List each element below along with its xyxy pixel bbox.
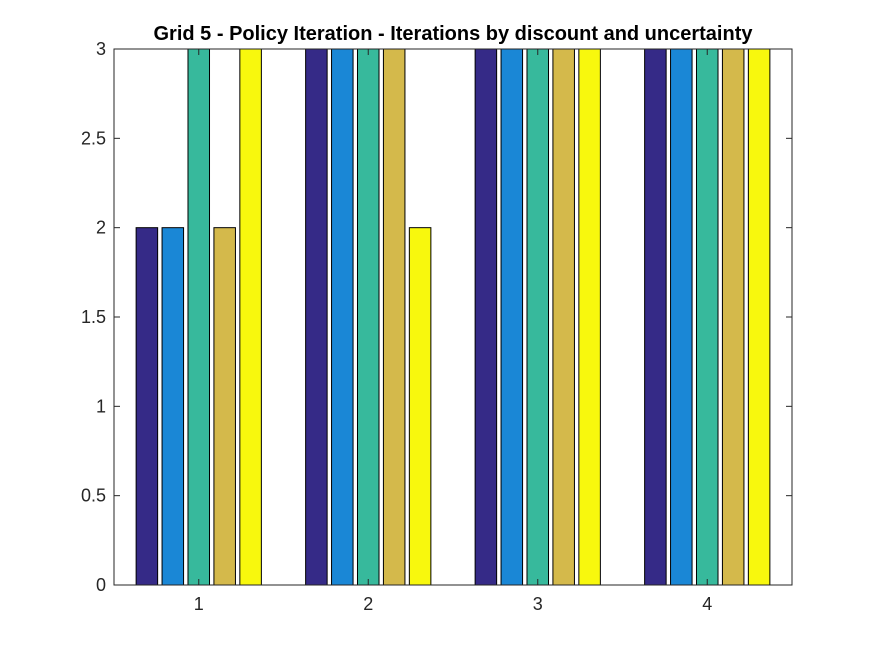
bar-series-1-category-4 <box>644 48 667 586</box>
bar-series-2-category-4 <box>670 48 693 586</box>
x-tick-label: 3 <box>533 594 543 614</box>
bar-series-3-category-3 <box>526 48 550 586</box>
bar-series-5-category-1 <box>239 48 262 586</box>
bar-series-3-category-1 <box>187 48 211 586</box>
x-tick-label: 1 <box>194 594 204 614</box>
bar-series-1-category-3 <box>474 48 498 586</box>
bar-series-4-category-1 <box>213 227 236 586</box>
bar-series-4-category-3 <box>552 48 575 586</box>
bar-series-2-category-2 <box>331 48 354 586</box>
chart-title: Grid 5 - Policy Iteration - Iterations b… <box>154 23 754 45</box>
y-tick-label: 3 <box>96 39 106 59</box>
x-tick-label: 4 <box>702 594 712 614</box>
y-tick-label: 1 <box>96 396 106 416</box>
bar-series-4-category-2 <box>382 48 406 586</box>
y-tick-label: 2 <box>96 218 106 238</box>
bar-series-2-category-1 <box>161 227 185 586</box>
bar-series-5-category-2 <box>408 227 432 586</box>
bar-series-3-category-4 <box>695 48 719 586</box>
y-tick-label: 1.5 <box>81 307 106 327</box>
bar-series-1-category-2 <box>305 48 328 586</box>
y-tick-label: 2.5 <box>81 128 106 148</box>
bar-series-5-category-3 <box>578 48 601 586</box>
bar-series-2-category-3 <box>500 48 524 586</box>
bar-series-4-category-4 <box>721 48 745 586</box>
x-tick-label: 2 <box>363 594 373 614</box>
bar-series-1-category-1 <box>135 227 159 586</box>
bar-series-5-category-4 <box>747 48 771 586</box>
y-tick-label: 0.5 <box>81 486 106 506</box>
y-tick-label: 0 <box>96 575 106 595</box>
plot-area: 0 0.5 1 1.5 2 2.5 3 1 2 3 4 <box>81 39 793 614</box>
bar-series-3-category-2 <box>356 48 380 586</box>
